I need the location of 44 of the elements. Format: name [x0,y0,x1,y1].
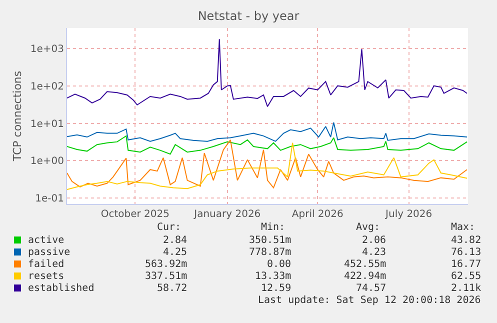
legend-label: resets [28,271,64,282]
text: 62.55 [451,271,482,282]
text: 4.23 [362,247,386,258]
line-series [67,122,468,142]
line-series [67,38,468,108]
text: Last update: Sat Sep 12 20:00:18 2026 [258,295,481,306]
legend-label: established [28,283,94,294]
y-tick-label: 1e-01 [35,194,64,205]
text: 4.25 [163,247,188,258]
text: 337.51m [145,271,188,282]
legend-label: failed [28,259,64,270]
text: 13.33m [255,271,292,282]
y-tick-label: 1e+02 [30,81,64,92]
text: 76.13 [451,247,482,258]
text: 422.94m [344,271,386,282]
text: 778.87m [249,247,292,258]
x-tick-label: April 2026 [292,209,344,220]
y-tick-label: 1e+03 [30,44,64,55]
text: 74.57 [356,283,386,294]
text: 2.06 [362,235,386,246]
y-tick-label: 1e+00 [30,156,64,168]
x-tick-label: October 2025 [100,209,170,220]
x-tick-label: January 2026 [193,209,261,220]
text: 350.51m [249,235,292,246]
text: 12.59 [261,283,292,294]
text: 58.72 [157,283,188,294]
text: 452.55m [344,259,386,270]
x-tick-label: July 2026 [384,209,432,220]
text: 0.00 [267,259,292,270]
text: Max: [451,222,476,233]
text: 2.11k [451,283,482,294]
text: 563.92m [145,259,188,270]
chart-title: Netstat - by year [198,9,300,24]
y-tick-label: 1e+01 [30,118,64,130]
text: 43.82 [451,235,482,246]
text: 2.84 [163,235,188,246]
legend-label: passive [28,247,70,258]
text: Cur: [157,222,182,233]
text: Min: [261,222,286,233]
text: Avg: [356,222,380,233]
legend-label: active [28,235,64,246]
y-axis-title: TCP connections [11,70,24,162]
text: 16.77 [451,259,482,270]
line-series [67,135,468,155]
